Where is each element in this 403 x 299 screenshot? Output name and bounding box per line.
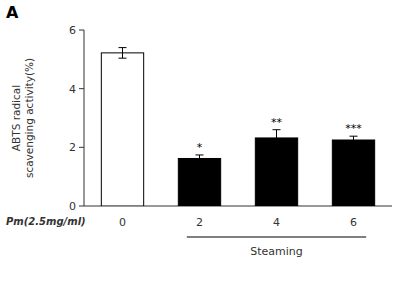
x-tick-label: 4 — [273, 216, 280, 229]
error-bar — [119, 48, 127, 59]
error-bar — [196, 155, 204, 162]
y-tick-label: 4 — [69, 83, 76, 96]
error-cap — [350, 143, 358, 144]
bar — [255, 138, 297, 206]
y-axis-line — [84, 30, 85, 206]
title: A — [6, 3, 19, 22]
error-cap — [119, 47, 127, 48]
error-stem — [199, 155, 200, 162]
y-tick-label: 6 — [69, 24, 76, 37]
error-bar — [273, 130, 281, 146]
y-tick — [79, 147, 84, 148]
chart-container: A ABTS radicalscavenging activity(%) 0 2 4 6 0… — [0, 0, 403, 299]
error-cap — [273, 146, 281, 147]
y-tick-label: 2 — [69, 141, 76, 154]
y-axis-label-line: ABTS radical — [10, 85, 22, 151]
error-cap — [196, 154, 204, 155]
y-tick — [79, 30, 84, 31]
x-tick-label: 2 — [196, 216, 203, 229]
group-label: Steaming — [250, 245, 303, 258]
bar — [178, 158, 220, 206]
error-cap — [119, 58, 127, 59]
y-tick — [79, 88, 84, 89]
bar — [332, 140, 374, 206]
bars — [101, 48, 374, 206]
error-stem — [353, 136, 354, 144]
y-tick — [79, 206, 84, 207]
y-axis-label: ABTS radicalscavenging activity(%) — [10, 58, 35, 178]
x-tick-label: 0 — [119, 216, 126, 229]
error-cap — [273, 129, 281, 130]
annotation: * — [197, 141, 203, 154]
error-cap — [350, 136, 358, 137]
x-axis-label: Pm(2.5mg/ml) — [6, 216, 86, 227]
error-stem — [122, 48, 123, 59]
x-tick-label: 6 — [350, 216, 357, 229]
y-tick-label: 0 — [69, 200, 76, 213]
error-stem — [276, 130, 277, 146]
error-cap — [196, 162, 204, 163]
error-bar — [350, 136, 358, 144]
group-line — [187, 237, 366, 238]
annotation: ** — [271, 116, 283, 129]
y-axis-label-line: scavenging activity(%) — [23, 58, 35, 178]
bar — [101, 53, 143, 206]
chart-svg: A ABTS radicalscavenging activity(%) 0 2 4 6 0… — [0, 0, 403, 299]
annotation: *** — [345, 122, 362, 135]
